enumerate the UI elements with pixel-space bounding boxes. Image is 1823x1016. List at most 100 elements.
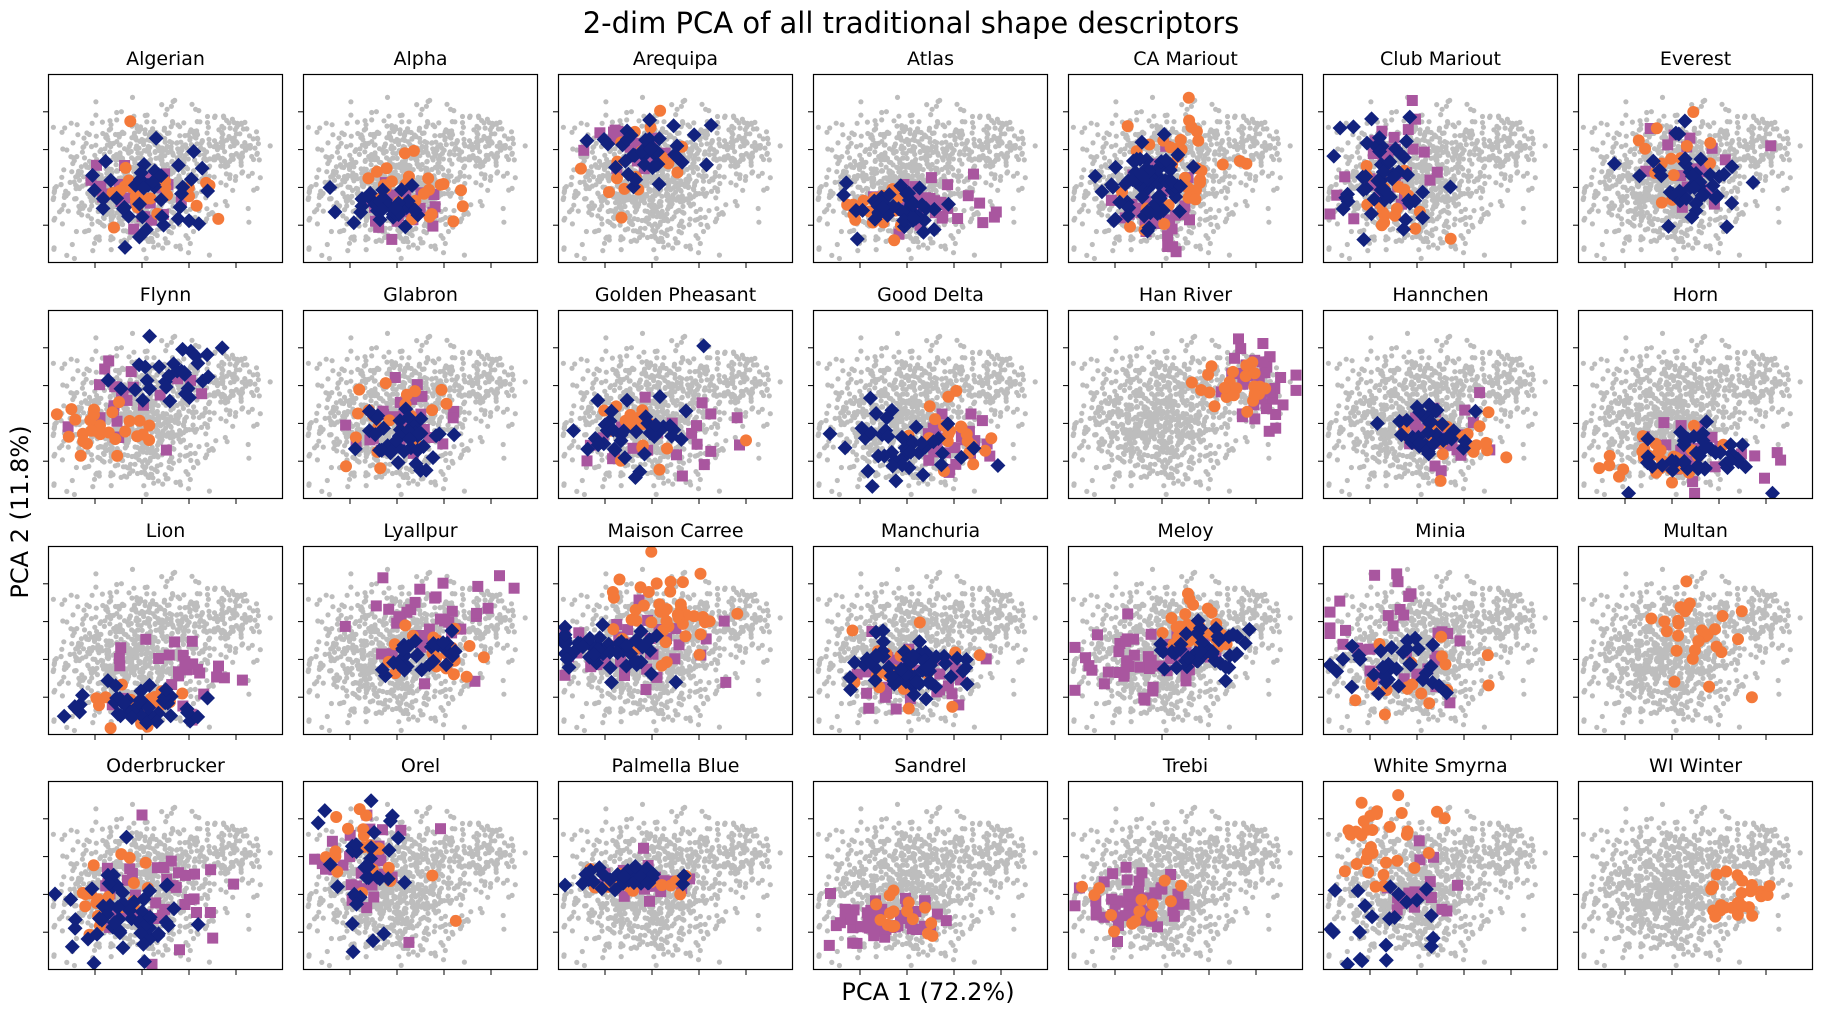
background-point bbox=[703, 135, 709, 141]
background-point bbox=[924, 157, 930, 163]
background-point bbox=[359, 183, 365, 189]
background-point bbox=[357, 146, 363, 152]
background-point bbox=[916, 244, 922, 250]
background-point bbox=[1118, 147, 1124, 153]
background-point bbox=[611, 215, 617, 221]
background-point bbox=[762, 145, 768, 151]
background-point bbox=[439, 150, 445, 156]
background-point bbox=[1123, 166, 1129, 172]
background-point bbox=[583, 186, 589, 192]
background-point bbox=[336, 155, 343, 161]
background-point bbox=[317, 125, 323, 131]
background-point bbox=[668, 187, 674, 193]
background-point bbox=[192, 157, 198, 163]
background-point bbox=[491, 153, 497, 160]
background-point bbox=[685, 196, 692, 202]
background-point bbox=[369, 117, 375, 123]
diamond-point bbox=[896, 213, 912, 228]
background-point bbox=[987, 149, 993, 155]
square-point bbox=[373, 221, 385, 233]
background-point bbox=[695, 235, 701, 241]
diamond-point bbox=[643, 141, 658, 157]
background-point bbox=[845, 144, 851, 150]
background-point bbox=[657, 198, 663, 204]
background-point bbox=[483, 144, 489, 150]
background-point bbox=[249, 170, 255, 176]
background-point bbox=[386, 113, 392, 119]
background-point bbox=[320, 208, 326, 214]
background-point bbox=[649, 194, 655, 200]
background-point bbox=[328, 228, 334, 235]
background-point bbox=[159, 161, 165, 167]
background-point bbox=[853, 144, 860, 150]
background-point bbox=[1149, 94, 1156, 100]
background-point bbox=[1093, 228, 1099, 235]
background-point bbox=[618, 247, 624, 253]
background-point bbox=[734, 203, 740, 209]
background-point bbox=[742, 177, 749, 183]
background-point bbox=[344, 120, 350, 126]
panel-points bbox=[305, 94, 528, 262]
background-point bbox=[729, 123, 735, 129]
background-point bbox=[688, 203, 694, 209]
background-point bbox=[1210, 228, 1217, 235]
background-point bbox=[671, 214, 677, 220]
background-point bbox=[886, 169, 892, 175]
background-point bbox=[906, 247, 912, 253]
diamond-point bbox=[394, 182, 409, 198]
background-point bbox=[178, 150, 184, 156]
background-point bbox=[877, 227, 883, 233]
background-point bbox=[618, 205, 624, 211]
background-point bbox=[348, 112, 354, 118]
background-point bbox=[397, 164, 403, 170]
background-point bbox=[222, 149, 228, 155]
background-point bbox=[129, 155, 135, 161]
background-point bbox=[756, 219, 762, 225]
background-point bbox=[451, 108, 457, 114]
background-point bbox=[998, 174, 1004, 180]
background-point bbox=[444, 101, 450, 107]
background-point bbox=[1089, 241, 1095, 248]
background-point bbox=[728, 180, 734, 186]
background-point bbox=[1226, 252, 1232, 258]
background-point bbox=[83, 228, 89, 234]
background-point bbox=[166, 130, 172, 136]
background-point bbox=[204, 120, 211, 126]
background-point bbox=[494, 143, 500, 149]
background-point bbox=[107, 118, 113, 124]
background-point bbox=[449, 141, 455, 147]
background-point bbox=[988, 182, 994, 188]
background-point bbox=[196, 108, 202, 114]
background-point bbox=[743, 174, 749, 180]
background-point bbox=[855, 248, 861, 254]
background-point bbox=[340, 190, 346, 196]
square-point bbox=[141, 172, 153, 184]
background-point bbox=[977, 113, 983, 119]
background-point bbox=[856, 166, 863, 172]
background-point bbox=[343, 144, 350, 150]
background-point bbox=[436, 156, 442, 162]
background-point bbox=[926, 125, 933, 131]
background-point bbox=[93, 112, 99, 118]
background-point bbox=[453, 140, 459, 146]
background-point bbox=[362, 222, 368, 228]
background-point bbox=[88, 144, 95, 150]
background-point bbox=[1138, 109, 1144, 115]
background-point bbox=[920, 177, 926, 183]
background-point bbox=[417, 236, 423, 242]
background-point bbox=[892, 141, 899, 147]
background-point bbox=[878, 157, 884, 163]
background-point bbox=[866, 151, 873, 157]
background-point bbox=[451, 208, 457, 214]
background-point bbox=[410, 167, 416, 173]
background-point bbox=[219, 130, 225, 136]
background-point bbox=[816, 189, 822, 196]
background-point bbox=[242, 140, 248, 146]
diamond-point bbox=[175, 179, 191, 195]
background-point bbox=[592, 162, 599, 168]
background-point bbox=[316, 167, 322, 173]
background-point bbox=[575, 208, 581, 214]
panel-atlas: Atlas bbox=[808, 48, 1049, 268]
circle-point bbox=[654, 104, 667, 117]
background-point bbox=[560, 124, 567, 130]
